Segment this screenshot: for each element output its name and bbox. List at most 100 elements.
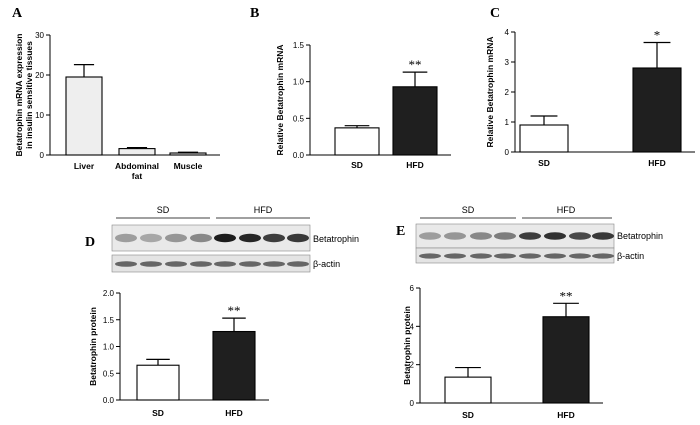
blot-band-beta-actin [494,253,516,259]
blot-band-beta-actin [115,261,137,267]
blot-group-label-sd: SD [462,205,475,215]
bar [136,364,180,401]
blot-band-label-beta-actin: β-actin [313,259,340,269]
y-tick-label: 4 [505,28,510,37]
x-tick-label-line: fat [132,171,143,181]
y-axis-label: Betatrophin protein [88,307,98,386]
blot-band-beta-actin [592,253,614,259]
blot-band-beta-actin [519,253,541,259]
blot-bands [419,232,614,259]
blot-band-betatrophin [190,233,212,243]
bar [65,76,103,156]
y-tick-label: 1.0 [293,78,305,87]
y-tick-label: 1.5 [103,316,115,325]
y-tick-label: 0 [505,148,510,157]
blot-band-beta-actin [239,261,261,267]
blot-band-betatrophin [592,232,614,240]
blot-band-betatrophin [519,232,541,240]
significance-marker: ** [409,57,422,72]
bar [118,148,156,156]
x-tick-label: Abdominal fat [115,161,159,181]
blot-band-beta-actin [569,253,591,259]
y-tick-label: 0 [410,399,415,408]
bar [444,376,492,404]
blot-band-betatrophin [470,232,492,240]
panel-letter-d: D [85,235,95,250]
y-tick-label: 1.5 [293,41,305,50]
bar [334,127,380,156]
blot-band-beta-actin [444,253,466,259]
bar [542,316,590,404]
bar [392,86,438,156]
blot-band-label-beta-actin: β-actin [617,251,644,261]
blot-band-betatrophin [544,232,566,240]
bar [169,152,207,156]
y-tick-label: 0.0 [103,396,115,405]
y-tick-label: 10 [35,111,44,120]
y-tick-label: 0.5 [293,114,305,123]
western-blot-d: SD HFD Betatrophin β-actin [111,205,359,273]
panel-letter-c: C [490,6,500,21]
x-tick-label: SD [462,410,474,420]
blot-bands [115,233,309,267]
blot-band-label-betatrophin: Betatrophin [617,231,663,241]
chart-panel-c: 0 1 2 3 4 Relative Betatrophin mRNA SD * HFD [485,28,695,168]
y-tick-label: 4 [410,322,415,331]
blot-band-label-betatrophin: Betatrophin [313,234,359,244]
x-tick-label: SD [538,158,550,168]
blot-band-beta-actin [190,261,212,267]
y-tick-label: 2 [505,88,510,97]
blot-group-label-hfd: HFD [557,205,576,215]
blot-band-betatrophin [287,233,309,243]
blot-band-betatrophin [140,233,162,243]
blot-band-betatrophin [494,232,516,240]
blot-band-betatrophin [214,233,236,243]
x-tick-label: SD [351,160,363,170]
bar [212,330,256,401]
blot-band-betatrophin [444,232,466,240]
y-tick-label: 30 [35,31,44,40]
blot-band-betatrophin [263,233,285,243]
y-tick-label: 1.0 [103,343,115,352]
y-axis-label: Relative Betatrophin mRNA [275,45,285,156]
blot-band-betatrophin [165,233,187,243]
blot-band-betatrophin [115,233,137,243]
bar [519,124,569,153]
x-tick-label-line: Abdominal [115,161,159,171]
chart-panel-b: 0.0 0.5 1.0 1.5 Relative Betatrophin mRNA SD *… [275,41,451,170]
bar [632,67,682,153]
x-tick-label: HFD [648,158,665,168]
blot-band-beta-actin [214,261,236,267]
blot-band-betatrophin [419,232,441,240]
y-axis-label-line: Betatrophin mRNA expression [14,34,24,157]
x-tick-label: HFD [406,160,423,170]
y-tick-label: 2.0 [103,289,115,298]
panel-letter-b: B [250,6,259,21]
y-tick-label: 0.0 [293,151,305,160]
y-axis-label-line: in insulin sensitive tissues [24,41,34,149]
western-blot-e: SD HFD Betatrophin β-actin [415,205,663,264]
chart-panel-d: 0.0 0.5 1.0 1.5 2.0 Betatrophin protein SD ** HF… [88,289,269,418]
blot-band-betatrophin [569,232,591,240]
x-tick-label: HFD [557,410,574,420]
y-axis-label: Betatrophin protein [402,306,412,385]
x-tick-label: SD [152,408,164,418]
blot-band-beta-actin [287,261,309,267]
y-tick-label: 20 [35,71,44,80]
y-axis-label: Betatrophin mRNA expressionin insulin se… [14,34,34,157]
blot-group-label-hfd: HFD [254,205,273,215]
blot-band-beta-actin [263,261,285,267]
chart-panel-e: 0 2 4 6 Betatrophin protein SD ** HFD [402,284,603,420]
blot-band-betatrophin [239,233,261,243]
blot-band-beta-actin [419,253,441,259]
blot-group-label-sd: SD [157,205,170,215]
blot-band-beta-actin [140,261,162,267]
significance-marker: * [654,28,661,43]
significance-marker: ** [228,303,241,318]
x-tick-label: Muscle [174,161,203,171]
panel-letter-e: E [396,224,405,239]
blot-band-beta-actin [165,261,187,267]
x-tick-label: Liver [74,161,95,171]
